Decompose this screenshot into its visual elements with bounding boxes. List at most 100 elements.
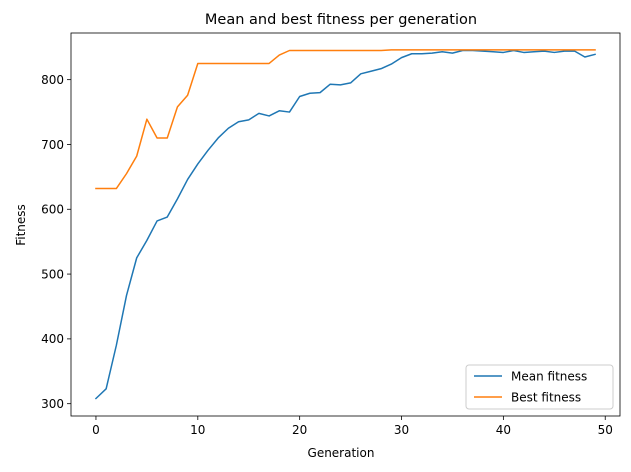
legend-label-mean: Mean fitness (511, 370, 587, 384)
data-point-mean-fitness (359, 72, 362, 75)
data-point-best-fitness (431, 48, 434, 51)
series-line-mean-fitness (94, 49, 596, 400)
x-tick-label: 10 (190, 423, 205, 437)
data-point-mean-fitness (553, 51, 556, 54)
data-point-best-fitness (308, 49, 311, 52)
legend-label-best: Best fitness (511, 391, 581, 405)
data-point-mean-fitness (288, 111, 291, 114)
data-point-mean-fitness (156, 219, 159, 222)
data-point-best-fitness (522, 48, 525, 51)
plot-background (71, 33, 620, 416)
data-point-mean-fitness (390, 63, 393, 66)
data-point-best-fitness (573, 48, 576, 51)
data-point-best-fitness (298, 49, 301, 52)
data-point-best-fitness (176, 105, 179, 108)
data-point-best-fitness (451, 48, 454, 51)
data-point-mean-fitness (583, 55, 586, 58)
data-point-best-fitness (227, 62, 230, 65)
data-point-best-fitness (319, 49, 322, 52)
data-point-best-fitness (583, 48, 586, 51)
data-point-mean-fitness (298, 95, 301, 98)
data-point-mean-fitness (196, 162, 199, 165)
data-point-mean-fitness (339, 83, 342, 86)
data-point-best-fitness (563, 48, 566, 51)
data-point-best-fitness (268, 62, 271, 65)
y-tick-label: 800 (41, 73, 64, 87)
data-point-best-fitness (502, 48, 505, 51)
data-point-best-fitness (288, 49, 291, 52)
data-point-best-fitness (369, 49, 372, 52)
data-point-mean-fitness (237, 120, 240, 123)
data-point-best-fitness (105, 187, 108, 190)
series-layer (94, 48, 597, 400)
data-point-best-fitness (492, 48, 495, 51)
data-point-mean-fitness (369, 70, 372, 73)
data-point-best-fitness (237, 62, 240, 65)
data-point-best-fitness (186, 94, 189, 97)
y-axis-ticks: 300 400 500 600 700 800 (41, 73, 71, 411)
data-point-mean-fitness (217, 136, 220, 139)
data-point-best-fitness (471, 48, 474, 51)
data-point-mean-fitness (431, 52, 434, 55)
data-point-best-fitness (145, 118, 148, 121)
data-point-best-fitness (339, 49, 342, 52)
data-point-mean-fitness (186, 178, 189, 181)
data-point-best-fitness (482, 48, 485, 51)
x-tick-label: 50 (598, 423, 613, 437)
data-point-mean-fitness (380, 67, 383, 70)
data-point-mean-fitness (502, 51, 505, 54)
data-point-mean-fitness (420, 52, 423, 55)
data-point-best-fitness (329, 49, 332, 52)
data-point-best-fitness (196, 62, 199, 65)
y-axis-label: Fitness (14, 204, 28, 246)
data-point-mean-fitness (278, 109, 281, 112)
data-point-mean-fitness (105, 387, 108, 390)
data-point-best-fitness (278, 54, 281, 57)
y-tick-label: 500 (41, 267, 64, 281)
data-point-mean-fitness (400, 56, 403, 59)
y-tick-label: 700 (41, 138, 64, 152)
data-point-best-fitness (512, 48, 515, 51)
data-point-best-fitness (125, 172, 128, 175)
plot-frame (70, 32, 621, 417)
x-tick-label: 40 (496, 423, 511, 437)
data-point-mean-fitness (207, 149, 210, 152)
y-tick-label: 300 (41, 397, 64, 411)
data-point-mean-fitness (145, 239, 148, 242)
data-point-best-fitness (359, 49, 362, 52)
data-point-best-fitness (135, 155, 138, 158)
chart-title: Mean and best fitness per generation (205, 12, 477, 28)
data-point-best-fitness (94, 187, 97, 190)
data-point-mean-fitness (94, 397, 97, 400)
data-point-best-fitness (410, 48, 413, 51)
x-axis-ticks: 0 10 20 30 40 50 (92, 416, 613, 437)
data-point-best-fitness (543, 48, 546, 51)
data-point-best-fitness (115, 187, 118, 190)
data-point-best-fitness (247, 62, 250, 65)
data-point-best-fitness (390, 48, 393, 51)
data-point-best-fitness (461, 48, 464, 51)
data-point-mean-fitness (522, 51, 525, 54)
data-point-best-fitness (207, 62, 210, 65)
legend: Mean fitness Best fitness (465, 364, 614, 410)
plot-area (70, 32, 621, 417)
x-tick-label: 30 (394, 423, 409, 437)
data-point-mean-fitness (115, 344, 118, 347)
data-point-mean-fitness (268, 114, 271, 117)
data-point-best-fitness (166, 136, 169, 139)
data-point-best-fitness (349, 49, 352, 52)
series-line-best-fitness (95, 49, 596, 190)
data-point-best-fitness (257, 62, 260, 65)
data-point-best-fitness (217, 62, 220, 65)
x-axis-label: Generation (308, 446, 375, 460)
data-point-best-fitness (420, 48, 423, 51)
data-point-best-fitness (380, 49, 383, 52)
data-point-best-fitness (441, 48, 444, 51)
data-point-mean-fitness (319, 91, 322, 94)
x-tick-label: 20 (292, 423, 307, 437)
data-point-best-fitness (156, 136, 159, 139)
data-point-mean-fitness (329, 83, 332, 86)
data-point-best-fitness (594, 48, 597, 51)
data-point-mean-fitness (594, 53, 597, 56)
